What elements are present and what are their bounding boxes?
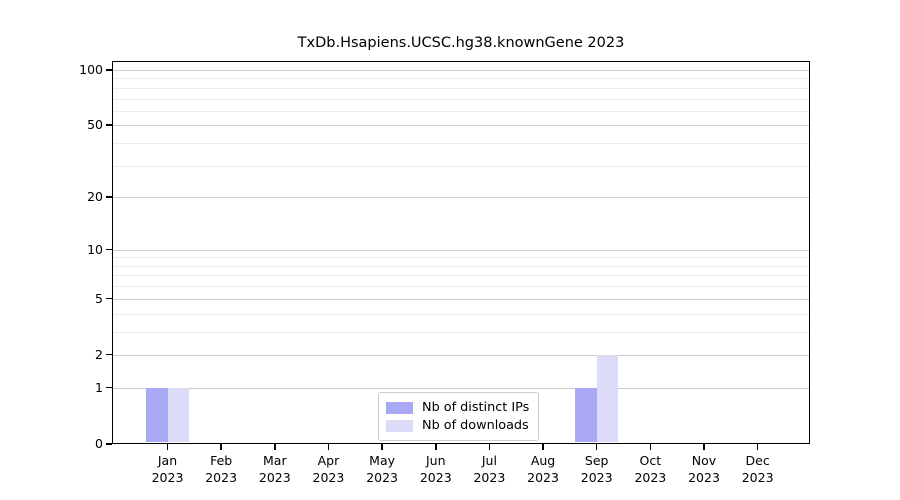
- x-tick-label: Aug 2023: [527, 453, 559, 485]
- minor-gridline: [113, 87, 809, 89]
- y-tick-label: 100: [79, 62, 103, 77]
- minor-gridline: [113, 110, 809, 112]
- x-tick-label: Jan 2023: [151, 453, 184, 485]
- minor-gridline: [113, 265, 809, 267]
- x-tick-label: Sep 2023: [580, 453, 613, 485]
- y-axis-tick: [106, 124, 112, 126]
- minor-gridline: [113, 165, 809, 167]
- x-tick-label: May 2023: [366, 453, 398, 485]
- legend-label-downloads: Nb of downloads: [422, 418, 529, 433]
- distinct-ips-swatch-icon: [386, 401, 413, 414]
- y-axis-tick: [106, 69, 112, 71]
- y-tick-label: 0: [95, 436, 103, 451]
- major-gridline: [113, 298, 809, 300]
- x-axis-tick: [756, 444, 759, 450]
- minor-gridline: [113, 313, 809, 315]
- minor-gridline: [113, 78, 809, 80]
- x-tick-label: Jun 2023: [419, 453, 452, 485]
- x-tick-label: Oct 2023: [634, 453, 667, 485]
- x-axis-tick: [488, 444, 491, 450]
- x-axis-tick: [649, 444, 652, 450]
- plot-area: [112, 61, 810, 444]
- y-axis-tick: [106, 248, 112, 251]
- minor-gridline: [113, 257, 809, 259]
- y-axis-tick: [106, 443, 112, 445]
- bar-downloads: [167, 387, 189, 443]
- y-axis-tick: [106, 297, 112, 300]
- y-tick-label: 20: [87, 189, 103, 205]
- x-axis-tick: [435, 444, 437, 450]
- minor-gridline: [113, 143, 809, 145]
- x-axis-tick: [703, 444, 705, 450]
- y-tick-label: 10: [87, 241, 103, 257]
- major-gridline: [113, 387, 809, 389]
- bar-downloads: [596, 354, 619, 443]
- major-gridline: [113, 249, 809, 251]
- x-tick-label: Dec 2023: [741, 453, 774, 485]
- x-axis-tick: [274, 444, 276, 450]
- x-tick-label: Jul 2023: [473, 453, 506, 485]
- y-tick-label: 2: [95, 346, 103, 362]
- x-axis-tick: [381, 444, 383, 450]
- bar-distinct-ips: [575, 387, 597, 443]
- major-gridline: [113, 125, 809, 127]
- x-axis-tick: [327, 444, 330, 450]
- y-axis-tick: [106, 196, 112, 198]
- x-tick-label: Nov 2023: [688, 453, 720, 485]
- x-axis-tick: [542, 444, 544, 450]
- major-gridline: [113, 70, 809, 71]
- x-tick-label: Apr 2023: [312, 453, 345, 485]
- legend-row-downloads: Nb of downloads: [386, 417, 529, 434]
- chart-title: TxDb.Hsapiens.UCSC.hg38.knownGene 2023: [297, 35, 625, 51]
- minor-gridline: [113, 286, 809, 288]
- legend-label-distinct-ips: Nb of distinct IPs: [422, 400, 530, 415]
- y-tick-label: 1: [95, 379, 103, 395]
- y-axis-tick: [106, 353, 112, 356]
- minor-gridline: [113, 331, 809, 333]
- y-axis-tick: [106, 386, 112, 389]
- y-tick-label: 5: [95, 290, 103, 306]
- legend-row-distinct-ips: Nb of distinct IPs: [386, 399, 529, 416]
- downloads-swatch-icon: [386, 419, 413, 432]
- legend: Nb of distinct IPs Nb of downloads: [378, 392, 540, 441]
- y-tick-label: 50: [87, 117, 103, 133]
- minor-gridline: [113, 275, 809, 277]
- x-tick-label: Mar 2023: [258, 453, 291, 485]
- x-tick-label: Feb 2023: [205, 453, 238, 485]
- major-gridline: [113, 197, 809, 199]
- major-gridline: [113, 354, 809, 356]
- bar-distinct-ips: [146, 387, 168, 443]
- x-axis-tick: [166, 444, 169, 450]
- minor-gridline: [113, 98, 809, 100]
- x-axis-tick: [220, 444, 222, 450]
- x-axis-tick: [595, 444, 598, 450]
